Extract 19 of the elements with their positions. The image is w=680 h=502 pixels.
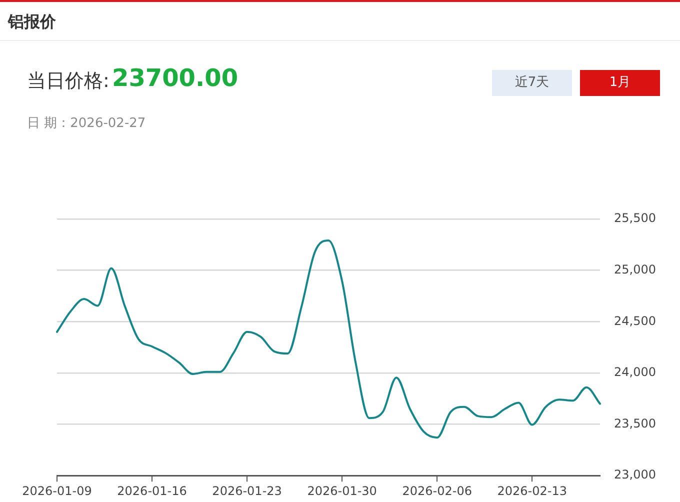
x-tick-label: 2026-02-13 <box>497 484 568 498</box>
text: 近7天 <box>492 70 572 96</box>
y-tick-label: 23,000 <box>614 468 656 482</box>
text: 日 期：2026-02-27 <box>27 115 146 132</box>
y-tick-label: 23,500 <box>614 416 656 430</box>
text: 23700.00 <box>112 64 238 92</box>
y-tick-label: 24,500 <box>614 314 656 328</box>
x-tick-label: 2026-01-09 <box>22 484 92 498</box>
text: 1月 <box>580 70 660 96</box>
x-tick-label: 2026-01-23 <box>212 484 282 498</box>
chart-title: 铝报价 <box>8 12 56 33</box>
x-tick-label: 2026-02-06 <box>402 484 472 498</box>
x-tick-label: 2026-01-30 <box>307 484 377 498</box>
y-tick-label: 25,500 <box>614 211 656 226</box>
y-tick-label: 24,000 <box>614 365 656 380</box>
text: 当日价格: <box>27 69 110 94</box>
line-series <box>56 240 602 439</box>
y-tick-label: 25,000 <box>614 262 656 276</box>
x-tick-label: 2026-01-16 <box>117 484 187 498</box>
